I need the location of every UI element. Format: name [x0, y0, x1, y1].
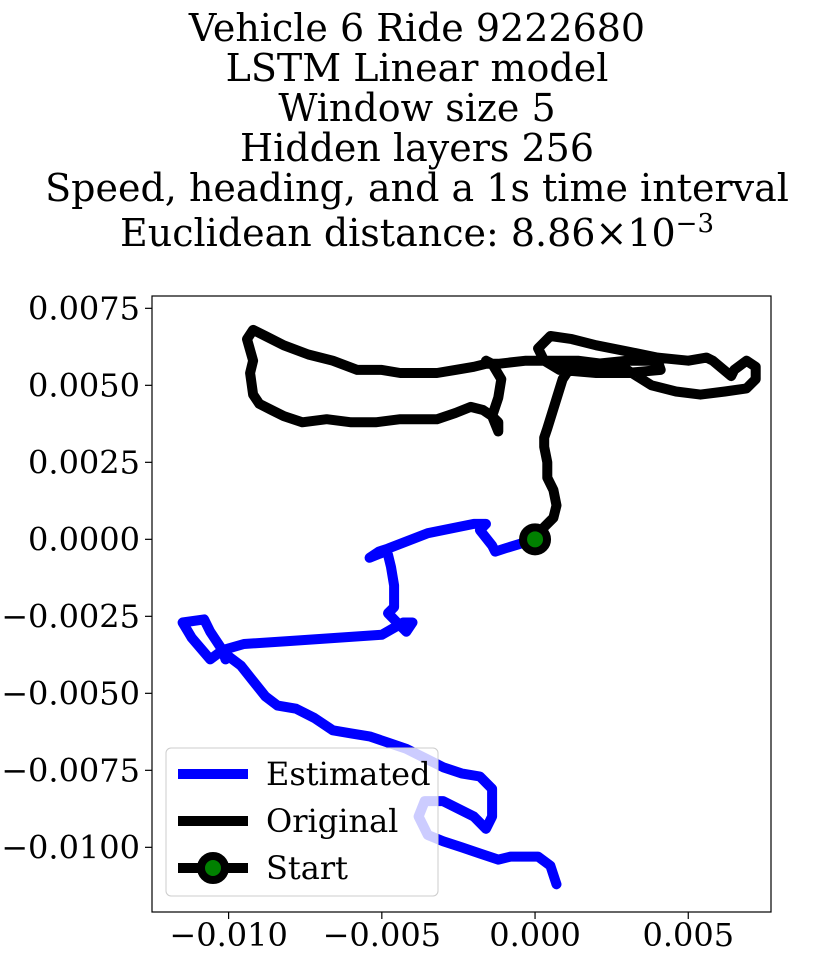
x-tick-label: −0.005 [323, 916, 441, 954]
title-line-5: Speed, heading, and a 1s time interval [45, 166, 789, 210]
title-line-1: Vehicle 6 Ride 9222680 [188, 6, 646, 50]
x-tick-label: 0.005 [642, 916, 734, 954]
x-axis: −0.010 −0.005 0.000 0.005 [169, 912, 734, 954]
legend-box [165, 747, 439, 897]
legend: Estimated Original Start [165, 747, 439, 897]
title-line-distance: Euclidean distance: 8.86×10−3 [0, 211, 834, 255]
distance-prefix: Euclidean distance: 8.86 [120, 211, 596, 255]
y-tick-label: −0.0025 [1, 597, 140, 635]
start-marker [519, 523, 552, 556]
distance-base: 10 [627, 211, 676, 255]
y-axis: 0.0075 0.0050 0.0025 0.0000 −0.0025 −0.0050 −0… [1, 289, 152, 866]
y-tick-label: 0.0075 [28, 289, 140, 327]
legend-start-marker [197, 852, 229, 884]
series-original-line [242, 324, 761, 545]
y-tick-label: −0.0075 [1, 751, 140, 789]
legend-label-estimated: Estimated [266, 755, 431, 793]
title-line-3: Window size 5 [278, 86, 556, 130]
plot-frame [151, 295, 772, 913]
x-tick-label: −0.010 [169, 916, 287, 954]
distance-times: × [595, 211, 628, 255]
title-line-4: Hidden layers 256 [239, 126, 595, 170]
legend-label-start: Start [266, 849, 348, 887]
x-tick-label: 0.000 [489, 916, 581, 954]
y-tick-label: −0.0050 [1, 674, 140, 712]
legend-label-original: Original [266, 802, 398, 840]
y-tick-label: 0.0000 [28, 520, 140, 558]
y-tick-label: 0.0050 [28, 366, 140, 404]
y-tick-label: 0.0025 [28, 443, 140, 481]
title-line-2: LSTM Linear model [225, 46, 609, 90]
distance-exponent: −3 [675, 209, 714, 239]
y-tick-label: −0.0100 [1, 828, 140, 866]
